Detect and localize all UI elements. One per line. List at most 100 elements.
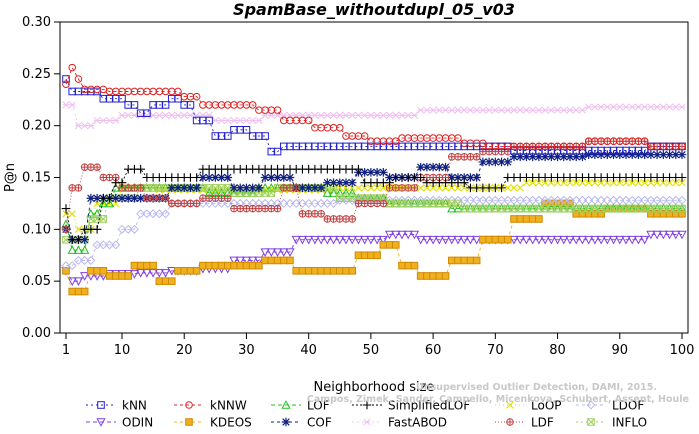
point-loop <box>535 178 543 187</box>
point-odin <box>272 248 283 257</box>
point-odin <box>409 230 420 240</box>
point-cof <box>136 193 145 203</box>
point-cof <box>491 157 500 167</box>
point-fastabod <box>585 103 593 111</box>
point-ldf <box>99 173 108 182</box>
point-cof <box>316 183 326 193</box>
point-fastabod <box>161 111 170 119</box>
point-fastabod <box>118 111 126 119</box>
point-simplifiedlof <box>117 178 127 187</box>
x-tick-label: 10 <box>114 343 131 358</box>
point-ldf <box>454 153 462 161</box>
point-fastabod <box>460 106 468 114</box>
point-fastabod <box>560 106 568 114</box>
point-knnw <box>391 137 400 146</box>
point-cof <box>366 168 376 177</box>
x-tick-label: 80 <box>549 343 566 358</box>
point-knn <box>640 146 649 155</box>
point-odin <box>142 269 152 278</box>
point-loop <box>584 178 593 187</box>
point-cof <box>571 152 581 162</box>
point-ldf <box>93 163 101 171</box>
point-kdeos <box>74 287 83 296</box>
point-kdeos <box>423 272 431 280</box>
series-kdeos <box>62 199 686 296</box>
legend-label-kdeos: KDEOS <box>210 416 252 430</box>
point-kdeos <box>105 272 114 280</box>
point-loop <box>379 184 388 192</box>
legend-marker-kdeos <box>185 418 193 426</box>
point-loop <box>547 178 556 187</box>
point-odin <box>459 235 469 245</box>
point-kdeos <box>385 241 394 249</box>
point-fastabod <box>429 106 437 114</box>
point-odin <box>627 235 637 245</box>
point-loop <box>553 178 562 187</box>
point-loop <box>566 178 574 187</box>
point-cof <box>304 183 313 193</box>
point-odin <box>80 272 90 281</box>
point-kdeos <box>535 215 543 223</box>
point-kdeos <box>516 215 525 223</box>
legend-entry-fastabod: FastABOD <box>352 416 447 430</box>
point-ldof <box>192 198 202 208</box>
y-tick-label: 0.05 <box>22 274 51 289</box>
point-ldf <box>335 215 344 223</box>
point-ldf <box>143 194 151 202</box>
point-cof <box>372 168 382 177</box>
point-knnw <box>678 142 686 151</box>
point-fastabod <box>62 101 70 109</box>
point-ldof <box>329 198 339 208</box>
point-fastabod <box>137 111 145 119</box>
point-ldof <box>304 198 314 208</box>
legend-marker-fastabod <box>363 418 371 426</box>
point-loop <box>647 178 655 187</box>
point-lof <box>80 245 90 254</box>
point-loop <box>560 178 568 187</box>
point-fastabod <box>448 106 456 114</box>
point-simplifiedlof <box>385 178 394 187</box>
point-fastabod <box>354 111 363 119</box>
point-odin <box>584 235 594 245</box>
point-cof <box>186 183 195 193</box>
legend-entry-loop: LoOP <box>495 399 562 413</box>
point-lof <box>341 188 351 197</box>
point-kdeos <box>155 277 164 285</box>
point-simplifiedlof <box>677 173 687 182</box>
plot-area: 0.00 0.05 0.10 0.15 0.20 0.25 0.30 1 10 20 30 40 50 6… <box>22 15 694 358</box>
point-cof <box>310 183 320 193</box>
point-odin <box>422 235 432 245</box>
point-odin <box>366 235 376 245</box>
point-ldf <box>286 184 294 192</box>
point-odin <box>664 230 675 240</box>
point-odin <box>254 256 264 266</box>
point-ldf <box>80 163 89 171</box>
point-knn <box>62 75 70 83</box>
series-line-odin <box>65 234 682 282</box>
point-ldf <box>398 184 406 192</box>
point-fastabod <box>665 103 674 111</box>
point-odin <box>615 235 625 245</box>
point-cof <box>267 173 276 182</box>
point-fastabod <box>217 116 226 125</box>
point-ldf <box>342 215 350 223</box>
point-fastabod <box>361 111 369 119</box>
point-simplifiedlof <box>61 204 71 213</box>
point-fastabod <box>180 111 188 119</box>
point-kdeos <box>223 261 232 270</box>
point-loop <box>578 178 587 187</box>
point-ldf <box>136 184 145 192</box>
point-kdeos <box>292 267 301 275</box>
x-tick-label: 30 <box>238 343 255 358</box>
point-ldof <box>285 198 295 208</box>
point-simplifiedlof <box>354 164 363 174</box>
legend-entry-inflo: INFLO <box>576 416 647 430</box>
point-kdeos <box>230 261 238 270</box>
point-cof <box>198 173 208 182</box>
point-fastabod <box>497 106 506 114</box>
point-ldf <box>329 215 338 223</box>
point-kdeos <box>510 215 518 223</box>
point-odin <box>509 235 519 245</box>
point-ldf <box>155 194 164 202</box>
